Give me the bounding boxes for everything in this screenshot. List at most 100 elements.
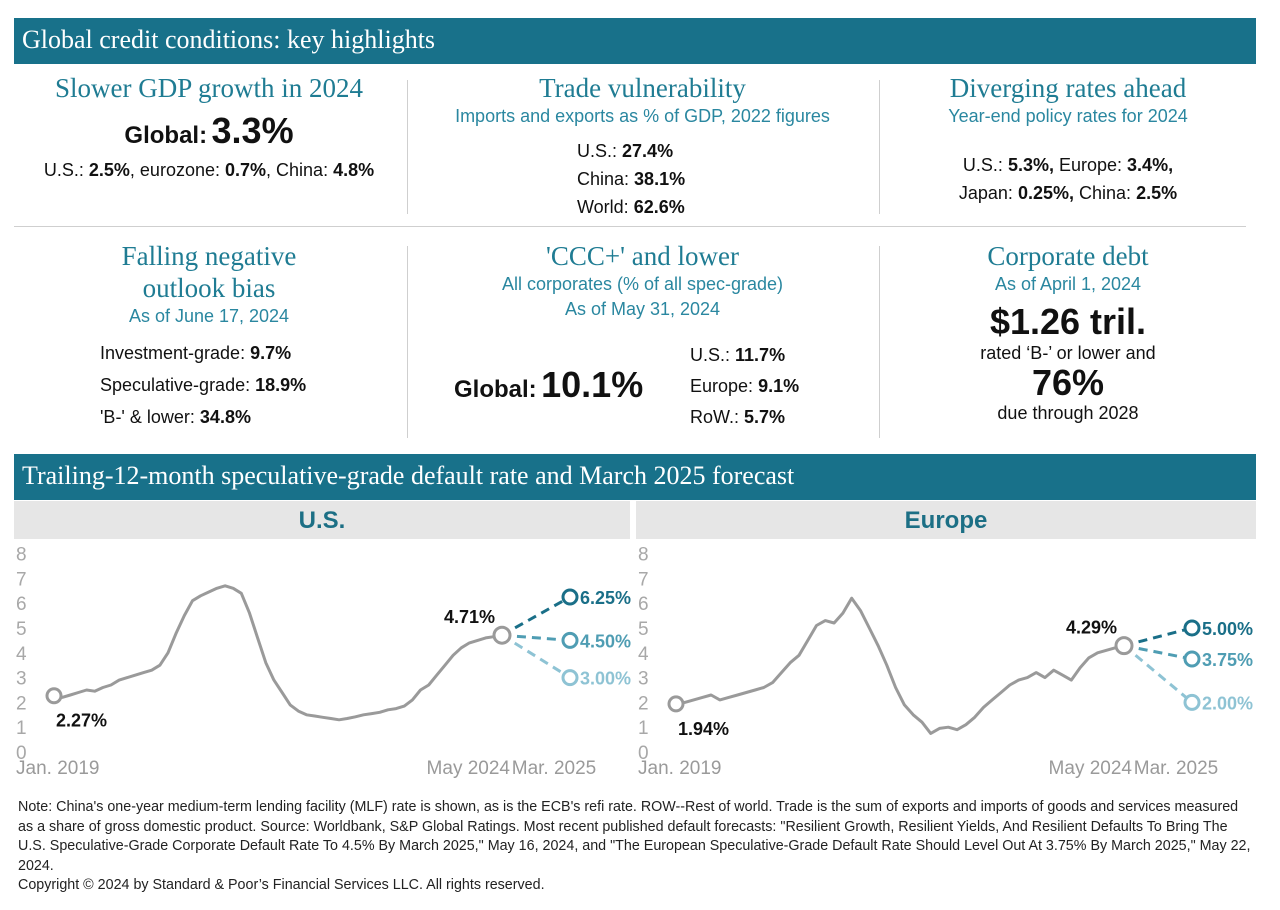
outlook-item: Investment-grade: 9.7% bbox=[100, 337, 404, 369]
forecast-label: 5.00% bbox=[1202, 619, 1253, 639]
divider bbox=[407, 246, 408, 438]
rates-jp-label: Japan: bbox=[958, 183, 1013, 203]
y-tick-label: 7 bbox=[638, 569, 649, 590]
trade-label: China: bbox=[577, 169, 630, 189]
rates-title: Diverging rates ahead bbox=[949, 73, 1187, 103]
forecast-label: 4.50% bbox=[580, 631, 631, 651]
x-label-last: May 2024 bbox=[1049, 758, 1133, 779]
ccc-item: U.S.: 11.7% bbox=[690, 340, 799, 371]
forecast-line bbox=[501, 595, 571, 637]
forecast-line bbox=[1123, 644, 1193, 661]
y-tick-label: 7 bbox=[16, 569, 27, 590]
gdp-us-value: 2.5% bbox=[88, 160, 130, 180]
last-marker bbox=[1114, 636, 1134, 656]
forecast-line bbox=[1123, 644, 1193, 704]
ccc-subtitle-1: All corporates (% of all spec-grade) bbox=[501, 274, 784, 294]
trade-label: U.S.: bbox=[577, 141, 618, 161]
debt-subtitle: As of April 1, 2024 bbox=[994, 274, 1142, 294]
outlook-label: Investment-grade: bbox=[100, 343, 246, 363]
ccc-label: RoW.: bbox=[690, 407, 740, 427]
gdp-cn-value: 4.8% bbox=[333, 160, 375, 180]
ccc-global-label: Global: bbox=[454, 376, 537, 403]
forecast-line bbox=[501, 633, 571, 642]
trade-panel: Trade vulnerability Imports and exports … bbox=[410, 72, 875, 221]
ccc-global: Global: 10.1% bbox=[454, 364, 643, 406]
ccc-list: U.S.: 11.7% Europe: 9.1% RoW.: 5.7% bbox=[690, 340, 799, 433]
gdp-global: Global: 3.3% bbox=[14, 110, 404, 152]
outlook-title-1: Falling negative bbox=[121, 241, 297, 271]
y-tick-label: 4 bbox=[16, 644, 27, 665]
forecast-label: 3.75% bbox=[1202, 650, 1253, 670]
trade-list: U.S.: 27.4% China: 38.1% World: 62.6% bbox=[410, 137, 875, 221]
y-tick-label: 2 bbox=[16, 693, 27, 714]
us-chart-header: U.S. bbox=[14, 501, 630, 539]
y-tick-label: 3 bbox=[16, 669, 27, 690]
ccc-global-value: 10.1% bbox=[541, 364, 644, 405]
outlook-label: 'B-' & lower: bbox=[100, 407, 195, 427]
y-tick-label: 5 bbox=[638, 619, 649, 640]
trade-value: 27.4% bbox=[622, 141, 674, 161]
forecast-marker bbox=[561, 669, 579, 687]
page-title: Global credit conditions: key highlights bbox=[22, 25, 436, 54]
forecast-label: 3.00% bbox=[580, 669, 631, 689]
outlook-value: 18.9% bbox=[255, 375, 307, 395]
y-tick-label: 4 bbox=[638, 644, 649, 665]
debt-title: Corporate debt bbox=[987, 241, 1149, 271]
rates-line2: Japan: 0.25%, China: 2.5% bbox=[880, 179, 1256, 207]
forecast-marker bbox=[1183, 650, 1201, 668]
y-tick-label: 3 bbox=[638, 669, 649, 690]
y-tick-label: 0 bbox=[16, 743, 27, 764]
x-label-forecast: Mar. 2025 bbox=[1134, 758, 1219, 779]
x-label-start: Jan. 2019 bbox=[16, 758, 99, 779]
last-marker bbox=[492, 625, 512, 645]
gdp-breakdown: U.S.: 2.5%, eurozone: 0.7%, China: 4.8% bbox=[14, 156, 404, 184]
start-label: 2.27% bbox=[56, 711, 107, 731]
gdp-global-value: 3.3% bbox=[211, 110, 294, 151]
gdp-global-label: Global: bbox=[124, 122, 208, 149]
rates-us-value: 5.3%, bbox=[1007, 155, 1054, 175]
forecast-marker bbox=[561, 588, 579, 606]
outlook-value: 34.8% bbox=[199, 407, 251, 427]
history-line bbox=[53, 584, 503, 722]
debt-text-1: rated ‘B-’ or lower and bbox=[980, 343, 1156, 363]
forecast-label: 2.00% bbox=[1202, 693, 1253, 713]
ccc-title: 'CCC+' and lower bbox=[546, 241, 739, 271]
us-default-chart: 0 1 2 3 4 5 6 7 8 6.25% 4.50% 3.00% 2.27% 4.71% Jan. 2… bbox=[16, 545, 631, 779]
debt-panel: Corporate debt As of April 1, 2024 $1.26… bbox=[880, 240, 1256, 423]
rates-cn-value: 2.5% bbox=[1136, 183, 1178, 203]
x-label-last: May 2024 bbox=[427, 758, 511, 779]
section-title: Trailing-12-month speculative-grade defa… bbox=[22, 461, 795, 490]
row-divider bbox=[14, 226, 1246, 227]
rates-panel: Diverging rates ahead Year-end policy ra… bbox=[880, 72, 1256, 207]
ccc-label: U.S.: bbox=[690, 345, 731, 365]
outlook-item: Speculative-grade: 18.9% bbox=[100, 369, 404, 401]
y-tick-label: 1 bbox=[638, 718, 649, 739]
ccc-subtitle-2: As of May 31, 2024 bbox=[564, 299, 721, 319]
start-marker bbox=[45, 687, 63, 705]
ccc-value: 5.7% bbox=[744, 407, 786, 427]
rates-cn-label: China: bbox=[1079, 183, 1132, 203]
y-tick-label: 2 bbox=[638, 693, 649, 714]
europe-default-chart: 0 1 2 3 4 5 6 7 8 5.00% 3.75% 2.00% 1.94% 4.29% Jan. 2… bbox=[638, 545, 1253, 779]
footer: Note: China's one-year medium-term lendi… bbox=[18, 798, 1253, 896]
footer-note: Note: China's one-year medium-term lendi… bbox=[18, 799, 1251, 874]
europe-chart-title: Europe bbox=[904, 507, 988, 534]
forecast-label: 6.25% bbox=[580, 588, 631, 608]
trade-title: Trade vulnerability bbox=[539, 73, 746, 103]
gdp-ez-value: 0.7% bbox=[225, 160, 267, 180]
outlook-value: 9.7% bbox=[250, 343, 292, 363]
europe-chart-header: Europe bbox=[636, 501, 1256, 539]
last-label: 4.29% bbox=[1066, 618, 1117, 638]
x-label-forecast: Mar. 2025 bbox=[512, 758, 597, 779]
footer-copyright: Copyright © 2024 by Standard & Poor’s Fi… bbox=[18, 877, 545, 893]
header-banner: Global credit conditions: key highlights bbox=[14, 18, 1256, 64]
ccc-item: RoW.: 5.7% bbox=[690, 402, 799, 433]
forecast-marker bbox=[561, 631, 579, 649]
y-tick-label: 5 bbox=[16, 619, 27, 640]
outlook-panel: Falling negative outlook bias As of June… bbox=[14, 240, 404, 433]
y-tick-label: 8 bbox=[638, 545, 649, 566]
y-tick-label: 6 bbox=[16, 594, 27, 615]
rates-eu-label: Europe: bbox=[1058, 155, 1123, 175]
rates-eu-value: 3.4%, bbox=[1127, 155, 1174, 175]
section-banner: Trailing-12-month speculative-grade defa… bbox=[14, 454, 1256, 500]
